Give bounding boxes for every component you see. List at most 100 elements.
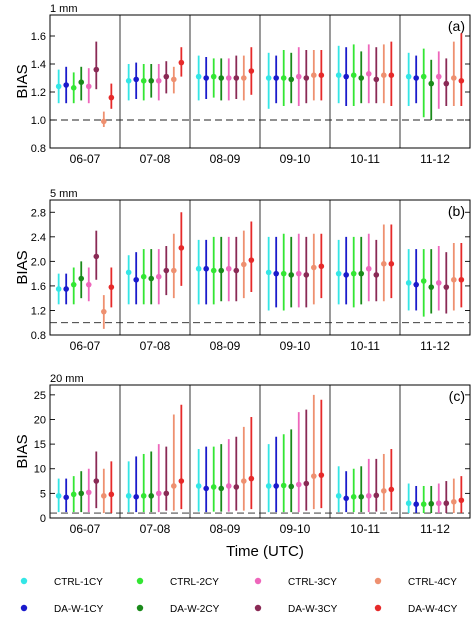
y-tick-label: 2.0 xyxy=(31,256,46,268)
data-point xyxy=(248,68,255,74)
panel-label: (c) xyxy=(449,388,465,404)
data-point xyxy=(318,72,325,78)
x-tick-label: 09-10 xyxy=(280,522,311,536)
data-point xyxy=(343,495,349,502)
series-ctrl-4cy xyxy=(101,41,457,127)
data-point xyxy=(413,281,419,288)
data-point xyxy=(218,485,225,492)
data-point xyxy=(70,281,77,288)
data-point xyxy=(140,273,147,280)
x-tick-label: 06-07 xyxy=(70,152,101,166)
y-tick-label: 2.4 xyxy=(31,232,46,244)
x-tick-label: 10-11 xyxy=(350,522,380,536)
y-axis-label: BIAS xyxy=(14,434,31,468)
data-point xyxy=(85,83,92,90)
data-point xyxy=(303,272,310,278)
data-point xyxy=(288,483,295,490)
x-tick-label: 06-07 xyxy=(70,522,101,536)
data-point xyxy=(218,267,225,274)
data-point xyxy=(373,272,380,278)
x-tick-label: 10-11 xyxy=(350,339,380,353)
data-point xyxy=(163,73,170,80)
data-point xyxy=(443,500,450,507)
data-point xyxy=(420,501,427,508)
data-point xyxy=(241,261,247,268)
x-tick-label: 08-09 xyxy=(210,339,241,353)
series-ctrl-1cy xyxy=(55,444,412,514)
series-ctrl-4cy xyxy=(101,224,457,329)
legend-marker xyxy=(254,577,262,585)
data-point xyxy=(273,270,279,277)
legend-item: CTRL-3CY xyxy=(254,577,337,588)
data-point xyxy=(101,118,107,125)
series-da-w-2cy xyxy=(78,236,435,314)
series-da-w-3cy xyxy=(93,409,450,514)
legend-marker xyxy=(136,604,144,612)
threshold-label: 20 mm xyxy=(50,373,84,385)
y-tick-label: 5 xyxy=(40,488,46,500)
data-point xyxy=(458,78,465,84)
series-da-w-4cy xyxy=(108,212,465,308)
data-point xyxy=(248,257,255,263)
panel-2: 0.8 1.2 1.6 2.0 2.4 2.8 06-07 07-08 08-09 09-10 10… xyxy=(14,188,471,353)
data-point xyxy=(265,75,272,81)
legend-label: DA-W-4CY xyxy=(408,604,458,615)
series-da-w-1cy xyxy=(63,436,419,514)
data-point xyxy=(413,501,419,508)
data-point xyxy=(303,75,310,81)
panel-1: 0.8 1.0 1.2 1.4 1.6 06-07 07-08 08-09 09-10 10-11… xyxy=(14,3,471,166)
y-tick-label: 1.6 xyxy=(31,31,46,43)
data-point xyxy=(365,71,372,77)
legend-item: CTRL-1CY xyxy=(20,577,103,588)
data-point xyxy=(343,73,349,80)
data-point xyxy=(63,286,69,292)
data-point xyxy=(435,73,442,80)
data-point xyxy=(311,72,317,78)
legend-item: DA-W-1CY xyxy=(20,604,104,615)
data-point xyxy=(178,245,185,251)
y-tick-label: 10 xyxy=(34,464,46,476)
data-point xyxy=(373,76,380,83)
y-tick-label: 1.2 xyxy=(31,87,46,99)
legend-label: CTRL-2CY xyxy=(170,577,219,588)
series-da-w-1cy xyxy=(63,236,419,311)
legend-marker xyxy=(136,577,144,585)
data-point xyxy=(295,270,302,277)
legend-marker xyxy=(254,604,262,612)
data-point xyxy=(273,483,279,489)
data-point xyxy=(443,80,450,87)
data-point xyxy=(335,270,342,277)
legend-label: DA-W-1CY xyxy=(54,604,104,615)
legend-item: CTRL-2CY xyxy=(136,577,219,588)
data-point xyxy=(233,75,240,81)
series-da-w-2cy xyxy=(78,429,435,514)
data-point xyxy=(358,75,365,81)
data-point xyxy=(435,280,442,286)
y-tick-label: 25 xyxy=(34,390,46,402)
legend-item: DA-W-3CY xyxy=(254,604,338,615)
data-point xyxy=(458,276,465,283)
data-point xyxy=(248,475,255,482)
data-point xyxy=(265,483,272,489)
data-point xyxy=(451,498,457,505)
data-point xyxy=(171,483,177,489)
legend-label: DA-W-3CY xyxy=(288,604,338,615)
data-point xyxy=(451,276,457,283)
data-point xyxy=(350,72,357,78)
data-point xyxy=(381,72,387,78)
data-point xyxy=(335,493,342,499)
x-tick-label: 11-12 xyxy=(420,339,450,353)
data-point xyxy=(241,478,247,484)
legend-item: DA-W-4CY xyxy=(374,604,458,615)
data-point xyxy=(288,272,295,278)
x-tick-label: 10-11 xyxy=(350,152,380,166)
data-point xyxy=(108,94,115,101)
panel-label: (b) xyxy=(448,203,465,219)
legend-label: DA-W-2CY xyxy=(170,604,220,615)
data-point xyxy=(93,478,100,484)
y-tick-label: 15 xyxy=(34,439,46,451)
y-tick-label: 2.8 xyxy=(31,207,46,219)
legend-marker xyxy=(374,577,382,585)
data-point xyxy=(63,494,69,501)
x-tick-label: 07-08 xyxy=(140,339,171,353)
